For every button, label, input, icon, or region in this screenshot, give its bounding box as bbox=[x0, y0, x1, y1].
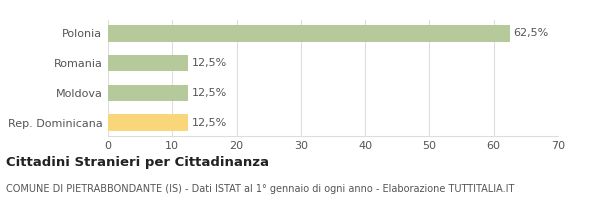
Text: 12,5%: 12,5% bbox=[191, 88, 227, 98]
Bar bbox=[108, 114, 188, 131]
Text: 62,5%: 62,5% bbox=[513, 28, 548, 38]
Bar bbox=[108, 55, 188, 71]
Text: 12,5%: 12,5% bbox=[191, 58, 227, 68]
Text: Cittadini Stranieri per Cittadinanza: Cittadini Stranieri per Cittadinanza bbox=[6, 156, 269, 169]
Bar bbox=[108, 85, 188, 101]
Bar bbox=[108, 25, 510, 42]
Text: 12,5%: 12,5% bbox=[191, 118, 227, 128]
Text: COMUNE DI PIETRABBONDANTE (IS) - Dati ISTAT al 1° gennaio di ogni anno - Elabora: COMUNE DI PIETRABBONDANTE (IS) - Dati IS… bbox=[6, 184, 514, 194]
